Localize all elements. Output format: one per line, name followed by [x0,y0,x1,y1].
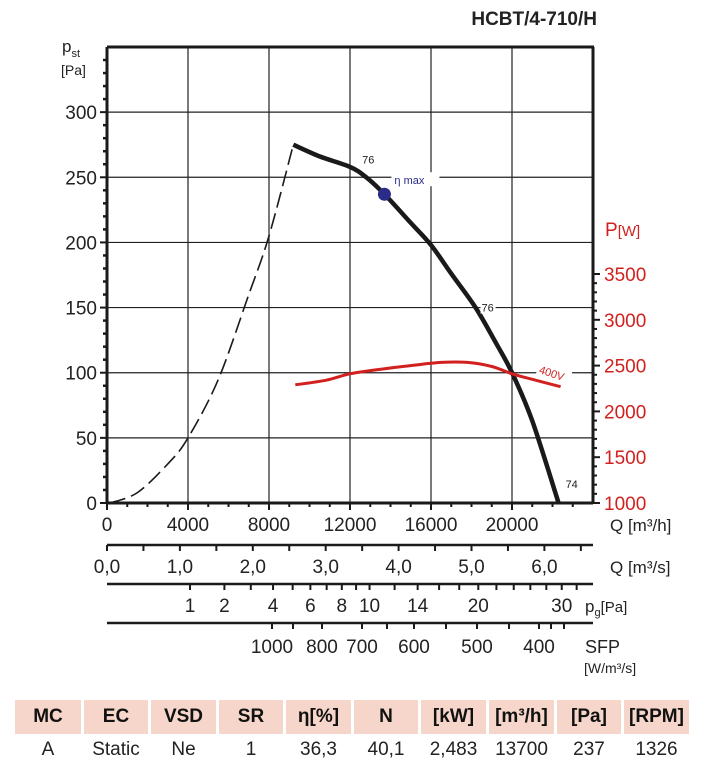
efficiency-label-76-top: 76 [362,155,374,167]
x-pg-tick-label: 14 [407,596,429,617]
x-axis-label-m3h: Q [m³/h] [610,516,671,535]
efficiency-label-76-right: 76 [482,303,494,315]
fan-performance-chart: HCBT/4-710/H 050100150200250300100015002… [61,9,671,676]
pg-label-sub: g [594,607,600,619]
x-pg-tick-label: 6 [305,596,316,617]
value-kw: 2,483 [429,739,478,760]
grid [107,47,593,503]
header-kw: [kW] [421,700,486,734]
header-n: N [354,700,418,734]
x-m3h-tick-label: 20000 [486,515,539,536]
y-right-label: P[W] [605,220,640,241]
x-m3s-tick-label: 3,0 [312,557,338,578]
y-left-tick-label: 150 [65,299,97,320]
y-right-label-unit: [W] [618,223,641,240]
x-axis-unit-sfp: [W/m³/s] [584,660,636,676]
system-curve [109,144,295,504]
y-right-tick-label: 1500 [604,448,646,469]
header-m3h: [m³/h] [489,700,554,734]
x-pg-tick-label: 4 [268,596,279,617]
x-pg-tick-label: 20 [468,596,489,617]
header-mc: MC [15,700,81,734]
x-pg-tick-label: 1 [185,596,196,617]
x-m3h-tick-label: 12000 [324,515,377,536]
spec-table: MC EC VSD SR η[%] N [kW] [m³/h] [Pa] [RP… [12,700,692,766]
x-m3h-tick-label: 16000 [405,515,458,536]
x-m3s-tick-label: 5,0 [458,557,484,578]
x-axis-label-sfp: SFP [585,637,620,657]
x-sfp-tick-label: 500 [461,637,493,658]
y-left-tick-label: 50 [76,429,97,450]
y-right-tick-label: 3500 [604,265,646,286]
power-400V [295,360,561,389]
value-eta: 36,3 [300,739,337,760]
value-sr: 1 [245,739,257,760]
voltage-label-bg [535,360,573,385]
y-left-tick-label: 200 [65,233,97,254]
y-right-tick-label: 2500 [604,357,646,378]
x-m3h-tick-label: 8000 [248,515,290,536]
x-m3h-tick-label: 0 [102,515,113,536]
pressure-curve [292,142,561,504]
header-vsd: VSD [151,700,216,734]
y-left-unit: [Pa] [61,62,86,78]
value-n: 40,1 [367,739,405,760]
x-m3h-tick-label: 4000 [167,515,209,536]
chart-title: HCBT/4-710/H [471,9,597,30]
y-left-tick-label: 100 [65,364,97,385]
x-m3s-tick-label: 0,0 [94,557,120,578]
pg-label-unit: [Pa] [601,599,628,616]
header-sr: SR [219,700,283,734]
x-pg-tick-label: 10 [359,596,380,617]
x-sfp-tick-label: 1000 [251,637,293,658]
x-axis-label-m3s: Q [m³/s] [610,558,670,577]
value-vsd: Ne [171,739,196,760]
spec-value-row: A Static Ne 1 36,3 40,1 2,483 13700 237 … [15,734,689,766]
y-right-tick-label: 1000 [604,494,646,515]
value-ec: Static [92,739,140,760]
x-sfp-tick-label: 700 [346,637,378,658]
axis-ticks [100,58,600,629]
pg-label-main: p [585,597,594,616]
y-left-label-sub: st [71,48,80,60]
y-left-tick-label: 250 [65,168,97,189]
series-group [109,142,561,504]
header-pa: [Pa] [557,700,621,734]
y-left-label-main: p [62,37,71,56]
y-right-tick-label: 3000 [604,311,646,332]
x-pg-tick-label: 8 [337,596,348,617]
x-sfp-tick-label: 800 [306,637,338,658]
y-left-label: pst [62,37,80,60]
value-rpm: 1326 [635,739,678,760]
x-sfp-tick-label: 400 [523,637,555,658]
eta-max-marker [377,187,391,201]
x-m3s-tick-label: 2,0 [240,557,266,578]
x-sfp-tick-label: 600 [398,637,430,658]
x-m3s-tick-label: 4,0 [385,557,411,578]
x-m3s-tick-label: 1,0 [167,557,193,578]
x-axis-label-pg: pg[Pa] [585,597,627,619]
eta-max-label-bg [391,172,440,187]
x-pg-tick-label: 30 [551,596,572,617]
y-left-tick-label: 0 [86,494,97,515]
tick-labels: 0501001502002503001000150020002500300035… [65,103,646,658]
x-m3s-tick-label: 6,0 [531,557,557,578]
y-left-tick-label: 300 [65,103,97,124]
value-m3h: 13700 [495,739,548,760]
eta-max-label: η max [394,175,424,187]
spec-header-row: MC EC VSD SR η[%] N [kW] [m³/h] [Pa] [RP… [15,700,689,734]
y-right-tick-label: 2000 [604,402,646,423]
efficiency-label-74: 74 [566,479,578,491]
efficiency-label-76-bg [480,299,496,314]
value-pa: 237 [573,739,605,760]
y-right-label-main: P [605,220,618,241]
header-ec: EC [84,700,148,734]
value-mc: A [41,739,55,760]
header-rpm: [RPM] [624,700,689,734]
x-pg-tick-label: 2 [219,596,230,617]
header-eta: η[%] [286,700,351,734]
